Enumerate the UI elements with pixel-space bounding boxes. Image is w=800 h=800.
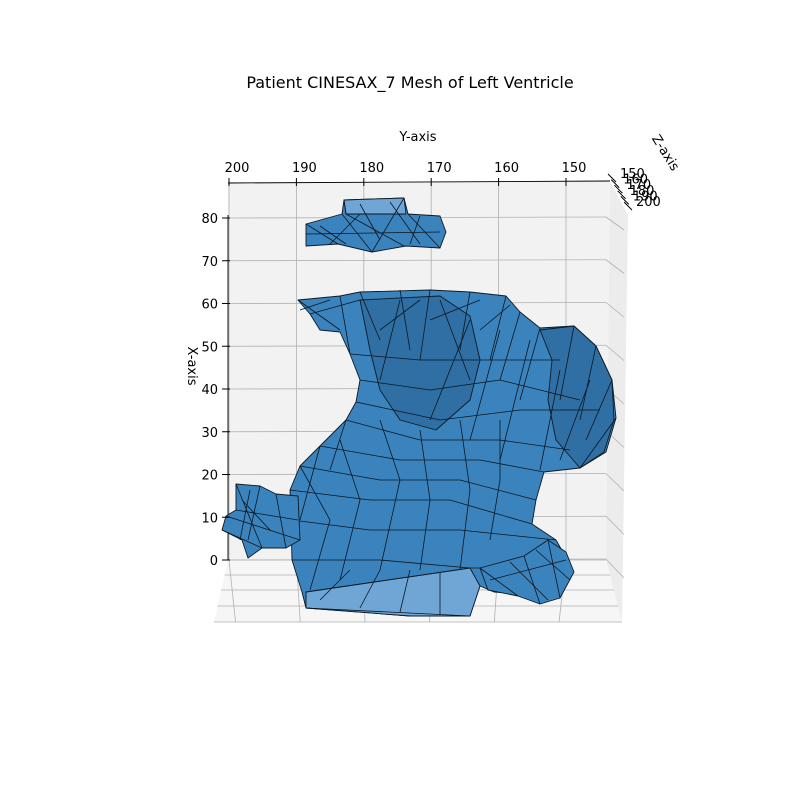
- x-tick-label: 80: [201, 212, 218, 227]
- x-tick-label: 50: [201, 340, 218, 355]
- y-tick-label: 150: [562, 161, 587, 176]
- y-tick-label: 170: [427, 161, 452, 176]
- y-tick-label: 190: [292, 161, 317, 176]
- z-axis-label: Z-axis: [648, 132, 682, 174]
- x-gridline-side: [605, 302, 625, 318]
- y-gridline-floor: [228, 559, 236, 623]
- x-gridline-side: [605, 216, 625, 231]
- z-tick-label: 150: [620, 167, 645, 182]
- x-tick-label: 20: [201, 469, 218, 484]
- y-tick-label: 200: [225, 161, 250, 176]
- x-gridline: [227, 259, 607, 262]
- x-tick-label: 10: [201, 511, 218, 526]
- z-tick-mark: [623, 201, 633, 211]
- x-tick-label: 60: [201, 298, 218, 313]
- y-tick-label: 160: [494, 161, 519, 176]
- top-spine: [227, 180, 611, 184]
- mesh-top-cap: [305, 197, 447, 253]
- y-tick-label: 180: [359, 161, 384, 176]
- mesh-main-body: [289, 289, 617, 617]
- z-tick-mark: [607, 173, 617, 183]
- z-tick-mark: [617, 190, 626, 200]
- z-tick-label: 160: [623, 173, 648, 188]
- mesh-right-lobe: [479, 539, 575, 605]
- x-tick-label: 0: [210, 554, 218, 569]
- right-pane: [606, 181, 628, 622]
- mesh-left-lobe: [221, 483, 301, 559]
- z-tick-mark: [614, 184, 623, 194]
- z-tick-label: 200: [636, 195, 661, 210]
- chart-title: Patient CINESAX_7 Mesh of Left Ventricle: [246, 73, 573, 93]
- z-tick-label: 180: [630, 184, 655, 199]
- x-gridline-side: [605, 473, 625, 492]
- x-tick-label: 70: [201, 255, 218, 270]
- x-gridline-side: [605, 558, 625, 579]
- x-gridline-side: [605, 515, 625, 535]
- x-gridline-side: [605, 344, 625, 361]
- x-tick-label: 40: [201, 383, 218, 398]
- x-axis-label: X-axis: [184, 347, 199, 386]
- x-tick-label: 30: [201, 426, 218, 441]
- y-axis-label: Y-axis: [398, 130, 436, 145]
- z-tick-label: 170: [626, 178, 651, 193]
- z-tick-mark: [610, 179, 620, 188]
- z-tick-label: 190: [633, 189, 658, 204]
- z-tick-mark: [620, 196, 630, 205]
- x-gridline-side: [605, 259, 625, 274]
